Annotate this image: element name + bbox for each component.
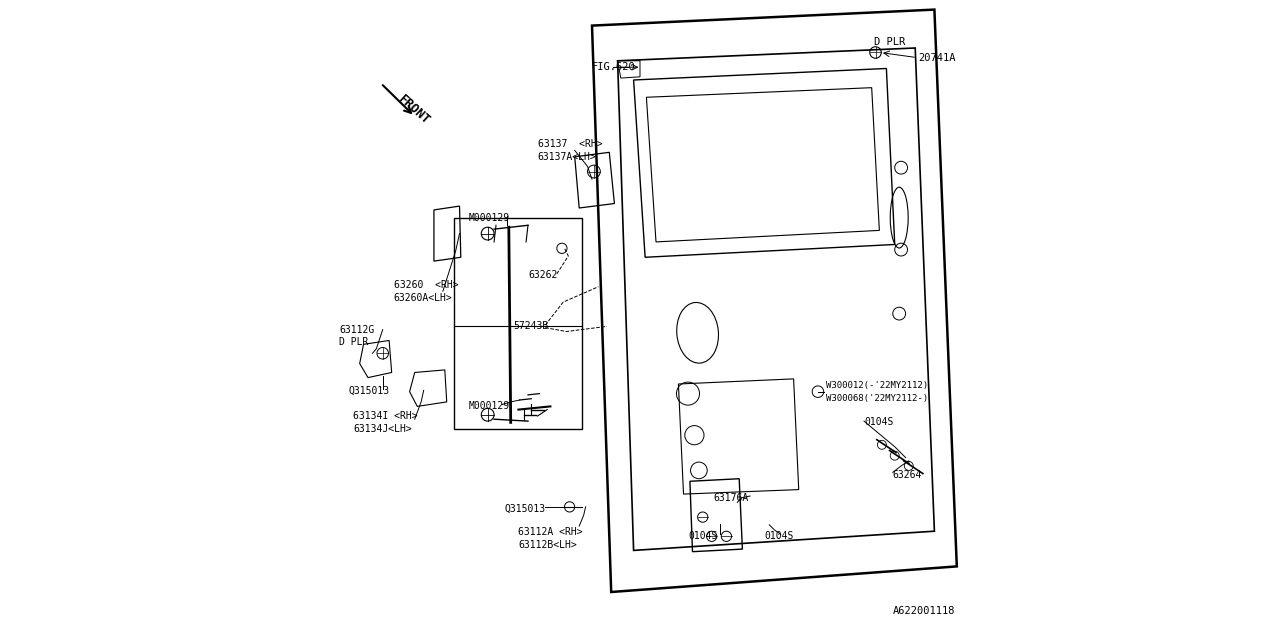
Text: D PLR: D PLR (339, 337, 369, 348)
Text: 63137A<LH>: 63137A<LH> (538, 152, 596, 162)
Text: 63260A<LH>: 63260A<LH> (394, 292, 452, 303)
Text: 63112G: 63112G (339, 324, 375, 335)
Text: 63112B<LH>: 63112B<LH> (518, 540, 577, 550)
Text: W300012(-'22MY2112): W300012(-'22MY2112) (826, 381, 928, 390)
Text: FIG.620: FIG.620 (591, 62, 636, 72)
Text: 0104S: 0104S (765, 531, 794, 541)
Text: 63260  <RH>: 63260 <RH> (394, 280, 458, 290)
Text: 57243B: 57243B (513, 321, 549, 332)
Text: 0104S: 0104S (689, 531, 717, 541)
Text: 63112A <RH>: 63112A <RH> (518, 527, 582, 538)
Text: FRONT: FRONT (396, 93, 433, 127)
Text: Q315013: Q315013 (348, 385, 390, 396)
Text: 63262: 63262 (529, 270, 557, 280)
Text: A622001118: A622001118 (893, 606, 955, 616)
Text: 63176A: 63176A (714, 493, 749, 503)
Text: 63137  <RH>: 63137 <RH> (538, 139, 602, 149)
Text: 20741A: 20741A (919, 52, 956, 63)
Text: 63134I <RH>: 63134I <RH> (353, 411, 417, 421)
Text: W300068('22MY2112-): W300068('22MY2112-) (826, 394, 928, 403)
Text: M000129: M000129 (468, 401, 509, 412)
Text: D PLR: D PLR (874, 36, 905, 47)
Text: Q315013: Q315013 (504, 504, 545, 514)
Text: 63264: 63264 (893, 470, 922, 480)
Text: M000129: M000129 (468, 212, 509, 223)
Text: 0104S: 0104S (864, 417, 893, 428)
Text: 63134J<LH>: 63134J<LH> (353, 424, 412, 434)
